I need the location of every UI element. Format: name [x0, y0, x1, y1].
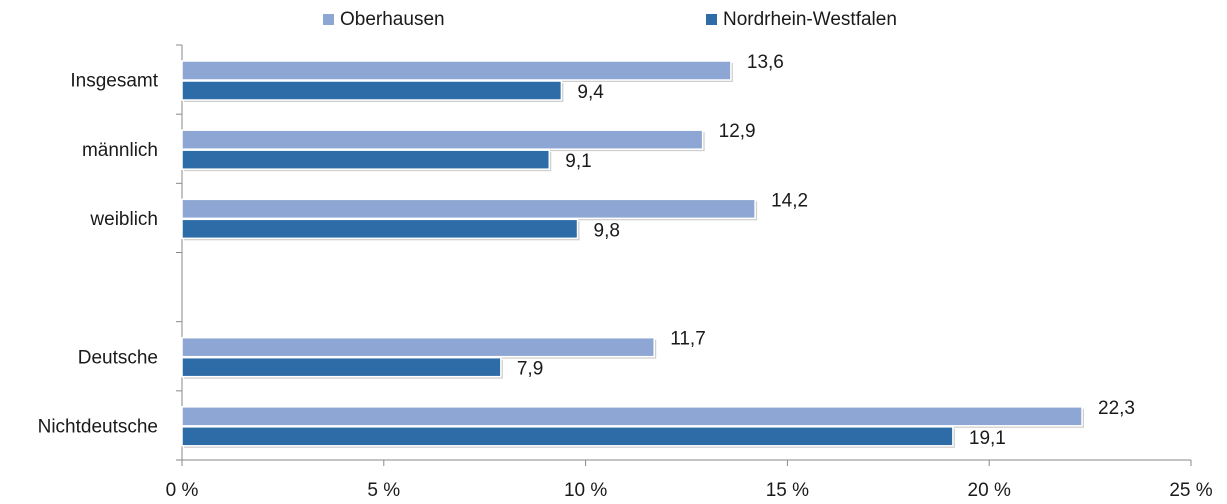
data-label: 9,8	[594, 220, 620, 241]
data-label: 12,9	[719, 121, 756, 142]
x-tick-label: 25 %	[1169, 480, 1212, 501]
bar	[181, 60, 732, 81]
bar	[181, 80, 563, 101]
bar	[181, 218, 579, 240]
bar	[181, 198, 756, 220]
data-label: 13,6	[747, 52, 784, 73]
data-label: 7,9	[517, 359, 543, 380]
y-tick-label: weiblich	[89, 209, 158, 230]
bar	[181, 426, 954, 447]
legend-label: Oberhausen	[340, 9, 445, 30]
data-label: 9,4	[577, 82, 604, 103]
data-label: 9,1	[565, 151, 591, 172]
x-tick-label: 20 %	[968, 480, 1011, 501]
legend-swatch	[706, 14, 717, 25]
y-tick-label: Insgesamt	[70, 71, 158, 92]
data-label: 14,2	[771, 190, 808, 211]
x-tick-label: 5 %	[367, 480, 400, 501]
bar	[181, 406, 1083, 427]
bar	[181, 149, 551, 170]
x-tick-label: 15 %	[766, 480, 809, 501]
x-tick-label: 10 %	[564, 480, 607, 501]
y-tick-label: Deutsche	[78, 347, 158, 368]
bar	[181, 336, 655, 358]
legend-label: Nordrhein-Westfalen	[723, 9, 897, 30]
x-tick-label: 0 %	[166, 480, 199, 501]
data-label: 22,3	[1098, 398, 1135, 419]
data-label: 11,7	[670, 329, 706, 350]
legend-swatch	[323, 14, 334, 25]
y-tick-label: männlich	[82, 140, 158, 161]
bar	[181, 356, 502, 378]
y-tick-label: Nichtdeutsche	[38, 416, 158, 437]
bar	[181, 129, 704, 150]
data-label: 19,1	[969, 428, 1006, 449]
